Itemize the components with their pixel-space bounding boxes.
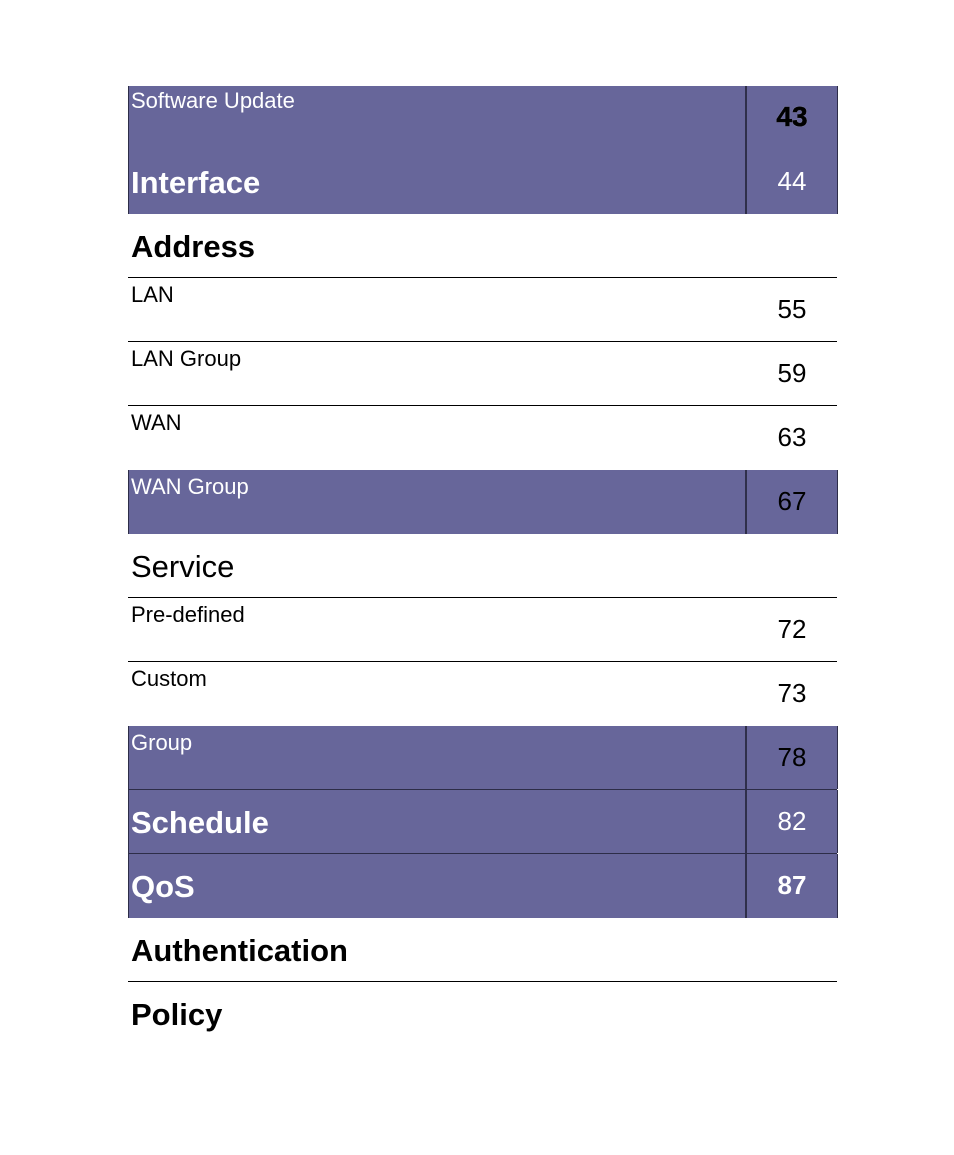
toc-row-pre-defined[interactable]: Pre-defined 72 [128, 598, 837, 662]
toc-entry-label: Interface [131, 165, 261, 200]
toc-page-number: 78 [777, 742, 807, 772]
toc-page-number: 43 [776, 101, 808, 133]
toc-row-qos[interactable]: QoS 87 [128, 854, 838, 918]
column-divider [745, 790, 747, 853]
toc-entry-label: LAN [131, 282, 174, 307]
toc-row-interface[interactable]: Interface 44 [128, 150, 838, 214]
toc-section-heading: Authentication [131, 933, 348, 968]
toc-row-lan-group[interactable]: LAN Group 59 [128, 342, 837, 406]
toc-row-authentication[interactable]: Authentication [128, 918, 837, 982]
toc-page-number: 55 [777, 294, 807, 324]
toc-row-policy[interactable]: Policy [128, 982, 837, 1046]
column-divider [745, 854, 747, 918]
toc-page-number: 82 [777, 806, 807, 836]
toc-entry-label: WAN [131, 410, 182, 435]
column-divider [745, 470, 747, 534]
toc-row-custom[interactable]: Custom 73 [128, 662, 837, 726]
column-divider [745, 86, 747, 150]
toc-entry-label: Group [131, 730, 193, 755]
toc-row-lan[interactable]: LAN 55 [128, 278, 837, 342]
toc-page-number: 73 [777, 678, 807, 708]
toc-entry-label: WAN Group [131, 474, 249, 499]
toc-entry-label: Software Update [131, 88, 295, 113]
toc-row-wan[interactable]: WAN 63 [128, 406, 837, 470]
toc-row-service[interactable]: Service [128, 534, 837, 598]
toc-row-wan-group[interactable]: WAN Group 67 [128, 470, 838, 534]
toc-page-number: 67 [777, 486, 807, 516]
toc-entry-label: Custom [131, 666, 207, 691]
toc-row-group[interactable]: Group 78 [128, 726, 838, 790]
toc-entry-label: QoS [131, 869, 195, 904]
toc-page-number: 59 [777, 358, 807, 388]
toc-section-heading: Address [131, 229, 256, 264]
toc-page-number: 63 [777, 422, 807, 452]
toc-entry-label: Schedule [131, 805, 269, 840]
toc-page-number: 44 [777, 166, 807, 196]
toc-page-number: 72 [777, 614, 807, 644]
toc-entry-label: Pre-defined [131, 602, 245, 627]
toc-section-heading: Policy [131, 997, 223, 1032]
toc-row-schedule[interactable]: Schedule 82 [128, 790, 838, 854]
table-of-contents: Software Update 43 Interface 44 Address … [128, 86, 838, 1046]
toc-page-number: 87 [777, 870, 807, 900]
toc-entry-label: LAN Group [131, 346, 242, 371]
column-divider [745, 726, 747, 789]
column-divider [745, 150, 747, 214]
toc-row-address[interactable]: Address [128, 214, 837, 278]
toc-section-heading: Service [131, 549, 235, 584]
toc-row-software-update[interactable]: Software Update 43 [128, 86, 838, 150]
